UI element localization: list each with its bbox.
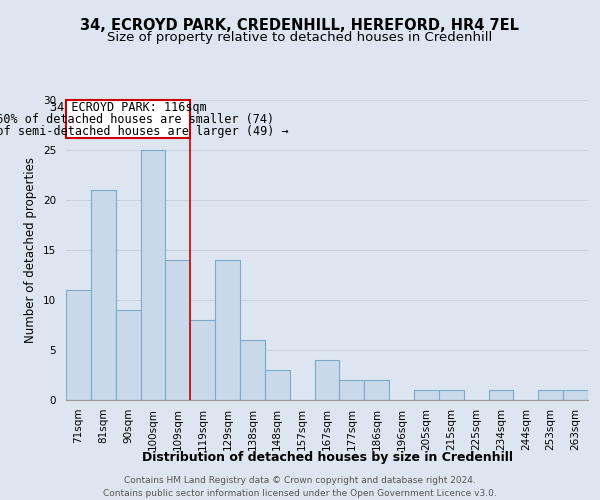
Bar xyxy=(414,390,439,400)
Bar xyxy=(91,190,116,400)
Text: Contains HM Land Registry data © Crown copyright and database right 2024.
Contai: Contains HM Land Registry data © Crown c… xyxy=(103,476,497,498)
Bar xyxy=(364,380,389,400)
Text: 34, ECROYD PARK, CREDENHILL, HEREFORD, HR4 7EL: 34, ECROYD PARK, CREDENHILL, HEREFORD, H… xyxy=(80,18,520,32)
Bar xyxy=(439,390,464,400)
Text: ← 60% of detached houses are smaller (74): ← 60% of detached houses are smaller (74… xyxy=(0,112,274,126)
Text: 34 ECROYD PARK: 116sqm: 34 ECROYD PARK: 116sqm xyxy=(50,102,206,114)
Bar xyxy=(66,290,91,400)
Bar xyxy=(340,380,364,400)
Bar xyxy=(538,390,563,400)
Bar xyxy=(563,390,588,400)
Bar xyxy=(240,340,265,400)
Bar xyxy=(140,150,166,400)
Bar xyxy=(215,260,240,400)
Y-axis label: Number of detached properties: Number of detached properties xyxy=(25,157,37,343)
Bar xyxy=(314,360,340,400)
Bar xyxy=(66,100,190,138)
Text: Size of property relative to detached houses in Credenhill: Size of property relative to detached ho… xyxy=(107,31,493,44)
Bar xyxy=(488,390,514,400)
Text: Distribution of detached houses by size in Credenhill: Distribution of detached houses by size … xyxy=(142,451,512,464)
Text: 40% of semi-detached houses are larger (49) →: 40% of semi-detached houses are larger (… xyxy=(0,124,289,138)
Bar xyxy=(116,310,140,400)
Bar xyxy=(166,260,190,400)
Bar xyxy=(265,370,290,400)
Bar xyxy=(190,320,215,400)
